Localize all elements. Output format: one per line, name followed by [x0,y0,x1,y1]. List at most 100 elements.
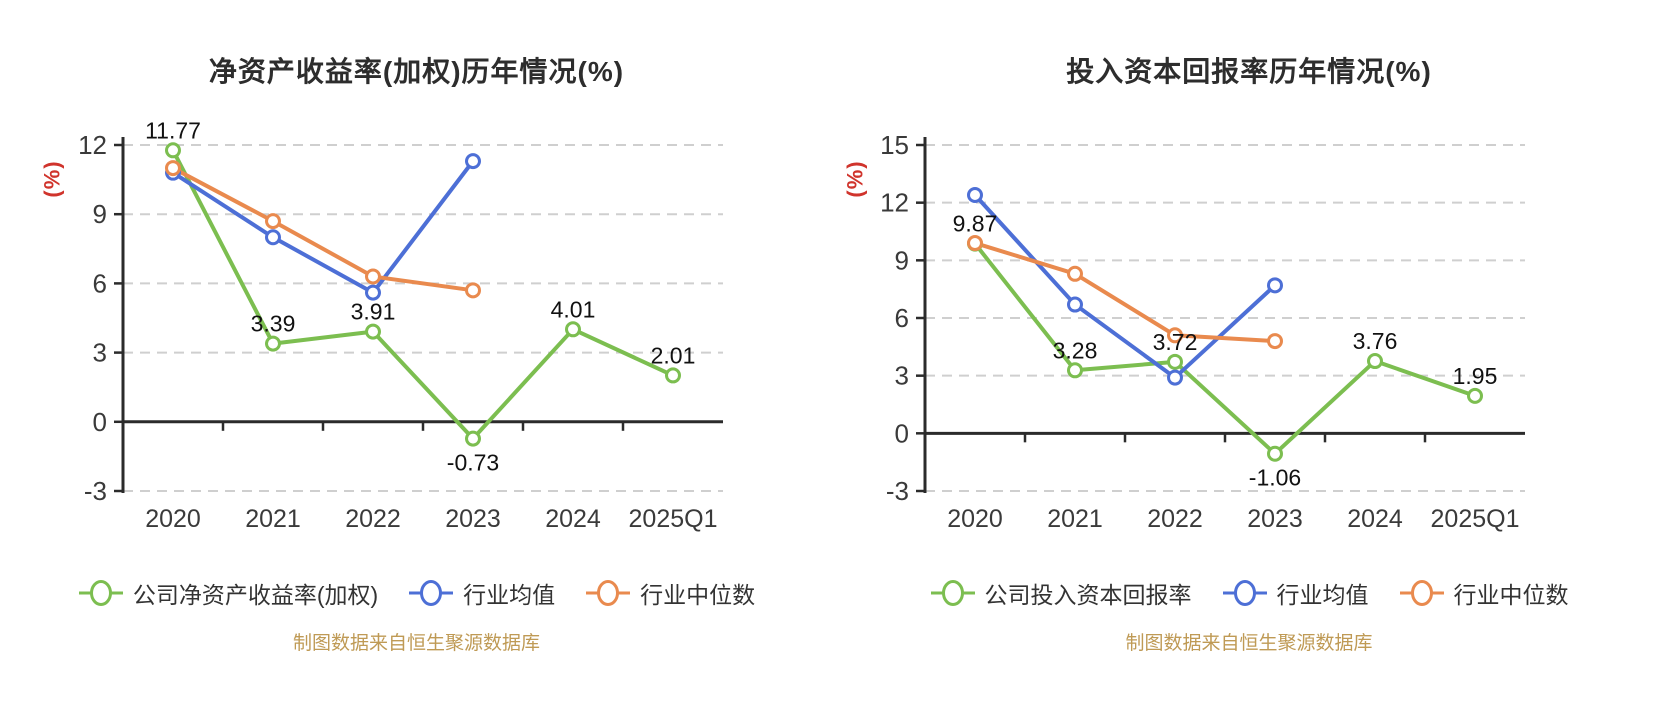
data-point-marker[interactable] [665,367,681,384]
series-line[interactable] [171,148,675,441]
series-line[interactable] [973,192,1277,380]
legend-marker-circle [941,580,964,606]
legend-series-marker-icon [78,580,123,606]
data-point-value-label: 3.72 [1153,329,1198,355]
x-axis-category-label: 2024 [545,505,601,533]
roe-chart-title: 净资产收益率(加权)历年情况(%) [208,56,625,87]
data-point-marker[interactable] [1067,362,1083,379]
y-axis-tick-label: 6 [895,303,909,333]
x-axis-category-label: 2021 [245,505,301,533]
legend-marker-circle [1410,580,1433,606]
roe-data-source-note: 制图数据来自恒生聚源数据库 [292,633,540,654]
data-point-value-label: 11.77 [145,117,201,143]
data-point-value-label: 3.28 [1053,337,1098,363]
data-point-marker[interactable] [1267,277,1283,294]
y-axis-tick-label: 12 [78,130,107,160]
roic-line-chart: 15 12 9 6 3 0 -3 2020 2021 2022 2023 2024 2025Q1 9.87… [880,130,1525,533]
legend-series-marker-icon [586,580,631,606]
y-axis-tick-label: 3 [93,338,107,368]
series-line[interactable] [171,159,475,295]
y-axis-tick-label: 9 [895,245,909,275]
data-point-marker[interactable] [365,323,381,340]
legend-item[interactable]: 行业中位数 [1399,576,1569,610]
x-axis-category-label: 2021 [1047,505,1103,533]
x-axis-category-label: 2024 [1347,505,1403,533]
data-point-marker[interactable] [265,213,281,230]
x-axis-category-label: 2025Q1 [1431,505,1520,533]
y-axis-tick-label: -3 [886,476,909,506]
data-point-marker[interactable] [1167,369,1183,386]
legend-item[interactable]: 行业中位数 [585,576,755,610]
x-axis-category-label: 2025Q1 [629,505,718,533]
y-axis-tick-label: 9 [93,199,107,229]
data-point-marker[interactable] [1267,445,1283,462]
data-point-value-label: 3.39 [251,311,296,337]
data-point-marker[interactable] [565,321,581,338]
roic-chart-panel: 投入资本回报率历年情况(%) (%) 15 12 9 6 3 0 -3 2020 2021 202… [833,0,1665,715]
data-point-value-label: 2.01 [651,342,696,368]
data-point-marker[interactable] [1467,387,1483,404]
data-point-marker[interactable] [1167,353,1183,370]
data-point-marker[interactable] [465,153,481,170]
roic-chart-title: 投入资本回报率历年情况(%) [1066,56,1432,87]
x-axis-category-label: 2023 [445,505,501,533]
roic-data-source-note: 制图数据来自恒生聚源数据库 [1125,633,1373,654]
data-point-marker[interactable] [1367,353,1383,370]
legend-series-marker-icon [1399,580,1444,606]
roe-chart-legend: 公司净资产收益率(加权) 行业均值 行业中位数 [0,576,833,610]
data-point-marker[interactable] [967,235,983,252]
data-point-value-label: 4.01 [551,296,596,322]
data-point-value-label: 9.87 [953,211,998,237]
y-axis-tick-label: 6 [93,268,107,298]
legend-item[interactable]: 行业均值 [1222,576,1369,610]
series-line[interactable] [171,166,475,293]
legend-item-label: 公司净资产收益率(加权) [132,582,379,608]
y-axis-tick-label: -3 [84,476,107,506]
legend-series-marker-icon [1222,580,1267,606]
legend-item[interactable]: 行业均值 [408,576,555,610]
legend-item[interactable]: 公司净资产收益率(加权) [78,576,378,610]
legend-item-label: 行业中位数 [640,582,756,608]
roic-chart-legend: 公司投入资本回报率 行业均值 行业中位数 [833,576,1665,610]
data-point-marker[interactable] [1267,333,1283,350]
legend-marker-circle [89,580,112,606]
x-axis-category-label: 2020 [145,505,201,533]
roe-line-chart: 12 9 6 3 0 -3 2020 2021 2022 2023 2024 2025Q1 11.77 3… [78,117,723,533]
legend-item[interactable]: 公司投入资本回报率 [930,576,1192,610]
legend-series-marker-icon [930,580,975,606]
legend-series-marker-icon [409,580,454,606]
data-point-value-label: -1.06 [1249,465,1301,491]
data-point-marker[interactable] [265,335,281,352]
data-point-marker[interactable] [1067,265,1083,282]
data-point-marker[interactable] [265,229,281,246]
data-point-value-label: -0.73 [447,450,499,476]
data-point-marker[interactable] [1167,327,1183,344]
roe-chart-panel: 净资产收益率(加权)历年情况(%) (%) 12 9 6 3 0 -3 2020 2021 20… [0,56,833,654]
y-axis-tick-label: 12 [880,188,909,218]
legend-item-label: 公司投入资本回报率 [984,582,1192,608]
series-line[interactable] [973,241,1277,344]
data-point-marker[interactable] [465,430,481,447]
x-axis-category-label: 2023 [1247,505,1303,533]
y-axis-tick-label: 0 [895,418,909,448]
x-axis-category-label: 2020 [947,505,1003,533]
series-line[interactable] [973,241,1477,456]
data-point-marker[interactable] [365,268,381,285]
legend-item-label: 行业均值 [463,582,556,608]
legend-marker-circle [420,580,443,606]
y-axis-tick-label: 3 [895,361,909,391]
legend-item-label: 行业均值 [1276,582,1369,608]
legend-marker-circle [1233,580,1256,606]
y-axis-tick-label: 0 [93,407,107,437]
data-point-marker[interactable] [967,186,983,203]
y-axis-tick-label: 15 [880,130,909,160]
data-point-value-label: 3.91 [351,299,396,325]
data-point-marker[interactable] [1067,296,1083,313]
data-point-marker[interactable] [165,142,181,159]
data-point-value-label: 1.95 [1453,363,1498,389]
data-point-marker[interactable] [465,282,481,299]
data-point-marker[interactable] [165,160,181,177]
data-point-marker[interactable] [365,284,381,301]
legend-marker-circle [597,580,620,606]
x-axis-category-label: 2022 [345,505,401,533]
